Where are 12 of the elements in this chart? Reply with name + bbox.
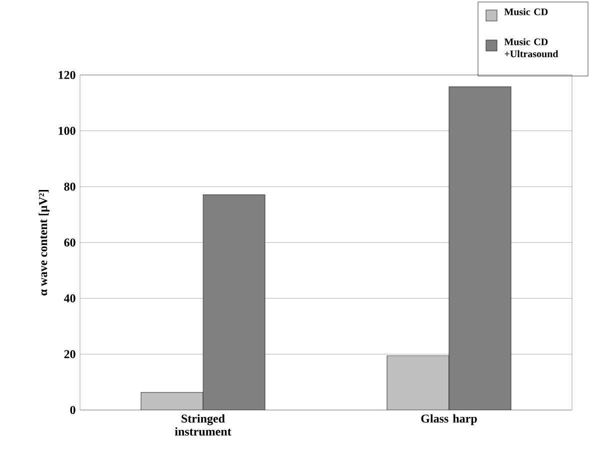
y-tick-label: 40: [64, 294, 76, 302]
legend-label: Music CD: [504, 8, 548, 16]
y-tick-label: 80: [64, 182, 76, 191]
y-tick-label: 60: [64, 238, 76, 247]
y-tick-label: 20: [64, 350, 76, 358]
y-tick-label: 100: [58, 126, 76, 135]
x-tick-label: Stringed instrument: [174, 414, 232, 436]
x-tick-label: Glass harp: [421, 414, 477, 426]
y-axis-title: α wave content [μV²]: [38, 190, 50, 296]
legend-label: Music CD +Ultrasound: [504, 38, 558, 58]
y-tick-label: 0: [70, 406, 76, 414]
y-tick-label: 120: [58, 70, 76, 80]
